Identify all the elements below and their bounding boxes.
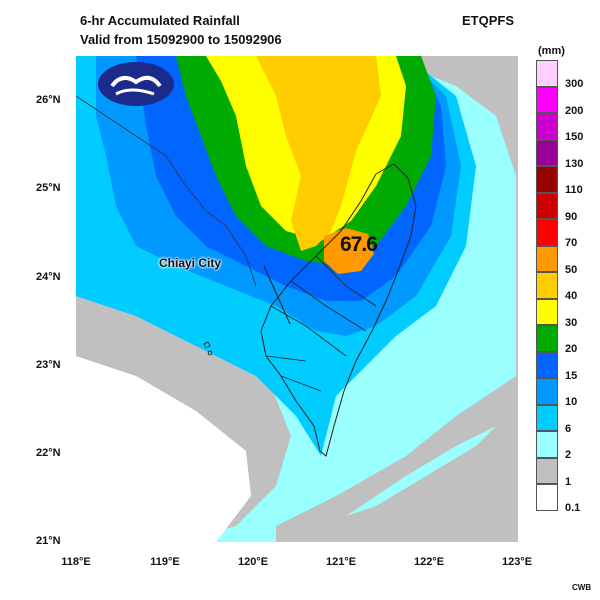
county-boundaries bbox=[265, 255, 377, 392]
legend-swatch bbox=[536, 325, 558, 352]
legend-label: 10 bbox=[565, 396, 578, 408]
legend-label: 1 bbox=[565, 475, 572, 488]
legend-row: 300 bbox=[536, 60, 600, 90]
legend-row: 2 bbox=[536, 431, 600, 461]
rain-band-orange bbox=[324, 228, 374, 274]
legend-label: 300 bbox=[565, 78, 584, 90]
legend-row: 90 bbox=[536, 192, 600, 223]
chiayi-pointer-line bbox=[263, 265, 291, 325]
legend-swatch bbox=[536, 272, 558, 299]
legend-swatch bbox=[536, 378, 558, 405]
legend-label: 90 bbox=[565, 210, 578, 223]
legend-swatch bbox=[536, 166, 558, 193]
legend-label: 0.1 bbox=[565, 502, 581, 514]
lat-label-22: 22°N bbox=[36, 447, 61, 459]
map-title: 6-hr Accumulated Rainfall bbox=[80, 13, 240, 28]
legend-row: 1 bbox=[536, 457, 600, 488]
legend-label: 130 bbox=[565, 157, 584, 170]
legend-label: 20 bbox=[565, 343, 578, 355]
lat-label-25: 25°N bbox=[36, 182, 61, 194]
legend-swatch bbox=[536, 139, 558, 166]
taiwan-coastline bbox=[260, 163, 417, 457]
legend-row: 10 bbox=[536, 378, 600, 408]
legend-label: 40 bbox=[565, 290, 578, 302]
lat-label-26: 26°N bbox=[36, 94, 61, 106]
lon-label-123: 123°E bbox=[501, 556, 533, 568]
lat-label-23: 23°N bbox=[36, 359, 61, 371]
legend-swatch bbox=[536, 86, 558, 113]
legend-swatch bbox=[536, 484, 558, 511]
rain-band-white-southwest bbox=[76, 356, 251, 542]
china-coastline bbox=[76, 95, 257, 287]
lon-label-121: 121°E bbox=[325, 556, 357, 568]
penghu-islands bbox=[203, 341, 213, 356]
lat-label-24: 24°N bbox=[36, 271, 61, 283]
legend-label: 70 bbox=[565, 237, 578, 249]
legend-label: 30 bbox=[565, 316, 578, 329]
legend-unit: (mm) bbox=[538, 45, 565, 57]
rain-band-orangeyellow bbox=[256, 56, 381, 251]
legend-row: 15 bbox=[536, 351, 600, 382]
legend-label: 150 bbox=[565, 131, 584, 143]
legend-swatch bbox=[536, 245, 558, 272]
valid-period: Valid from 15092900 to 15092906 bbox=[80, 32, 282, 47]
legend-label: 2 bbox=[565, 449, 572, 461]
legend-row: 0.1 bbox=[536, 484, 600, 514]
legend-row: 30 bbox=[536, 298, 600, 329]
agency-credit: CWB bbox=[572, 583, 592, 592]
legend-row: 110 bbox=[536, 166, 600, 196]
lon-label-122: 122°E bbox=[413, 556, 445, 568]
legend-label: 50 bbox=[565, 263, 578, 276]
legend-label: 15 bbox=[565, 369, 578, 382]
legend-swatch bbox=[536, 298, 558, 325]
rainfall-legend: 300 200 150 130 110 90 70 50 40 30 20 15 10 6 2 1 0.1 bbox=[536, 60, 600, 514]
legend-row: 40 bbox=[536, 272, 600, 302]
legend-swatch bbox=[536, 431, 558, 458]
legend-swatch bbox=[536, 219, 558, 246]
lat-label-21: 21°N bbox=[36, 535, 61, 547]
legend-row: 20 bbox=[536, 325, 600, 355]
max-rainfall-value: 67.6 bbox=[340, 233, 378, 256]
legend-swatch bbox=[536, 457, 558, 484]
legend-row: 70 bbox=[536, 219, 600, 249]
rain-band-lightblue-southeast bbox=[346, 426, 496, 516]
legend-swatch bbox=[536, 113, 558, 140]
legend-row: 50 bbox=[536, 245, 600, 276]
lon-label-120: 120°E bbox=[237, 556, 269, 568]
legend-label: 6 bbox=[565, 422, 572, 435]
lon-label-118: 118°E bbox=[61, 556, 91, 568]
lon-label-119: 119°E bbox=[150, 556, 180, 568]
legend-swatch bbox=[536, 60, 558, 87]
rainfall-map bbox=[76, 56, 518, 542]
rain-band-gray-east bbox=[276, 56, 518, 542]
legend-label: 200 bbox=[565, 104, 584, 117]
legend-row: 130 bbox=[536, 139, 600, 170]
legend-swatch bbox=[536, 192, 558, 219]
legend-row: 6 bbox=[536, 404, 600, 435]
legend-row: 150 bbox=[536, 113, 600, 143]
legend-label: 110 bbox=[565, 184, 583, 196]
legend-swatch bbox=[536, 351, 558, 378]
legend-row: 200 bbox=[536, 86, 600, 117]
cwb-cloud-logo-icon bbox=[98, 62, 174, 106]
model-name: ETQPFS bbox=[462, 13, 515, 28]
chiayi-city-label: Chiayi City bbox=[159, 256, 222, 270]
legend-swatch bbox=[536, 404, 558, 431]
